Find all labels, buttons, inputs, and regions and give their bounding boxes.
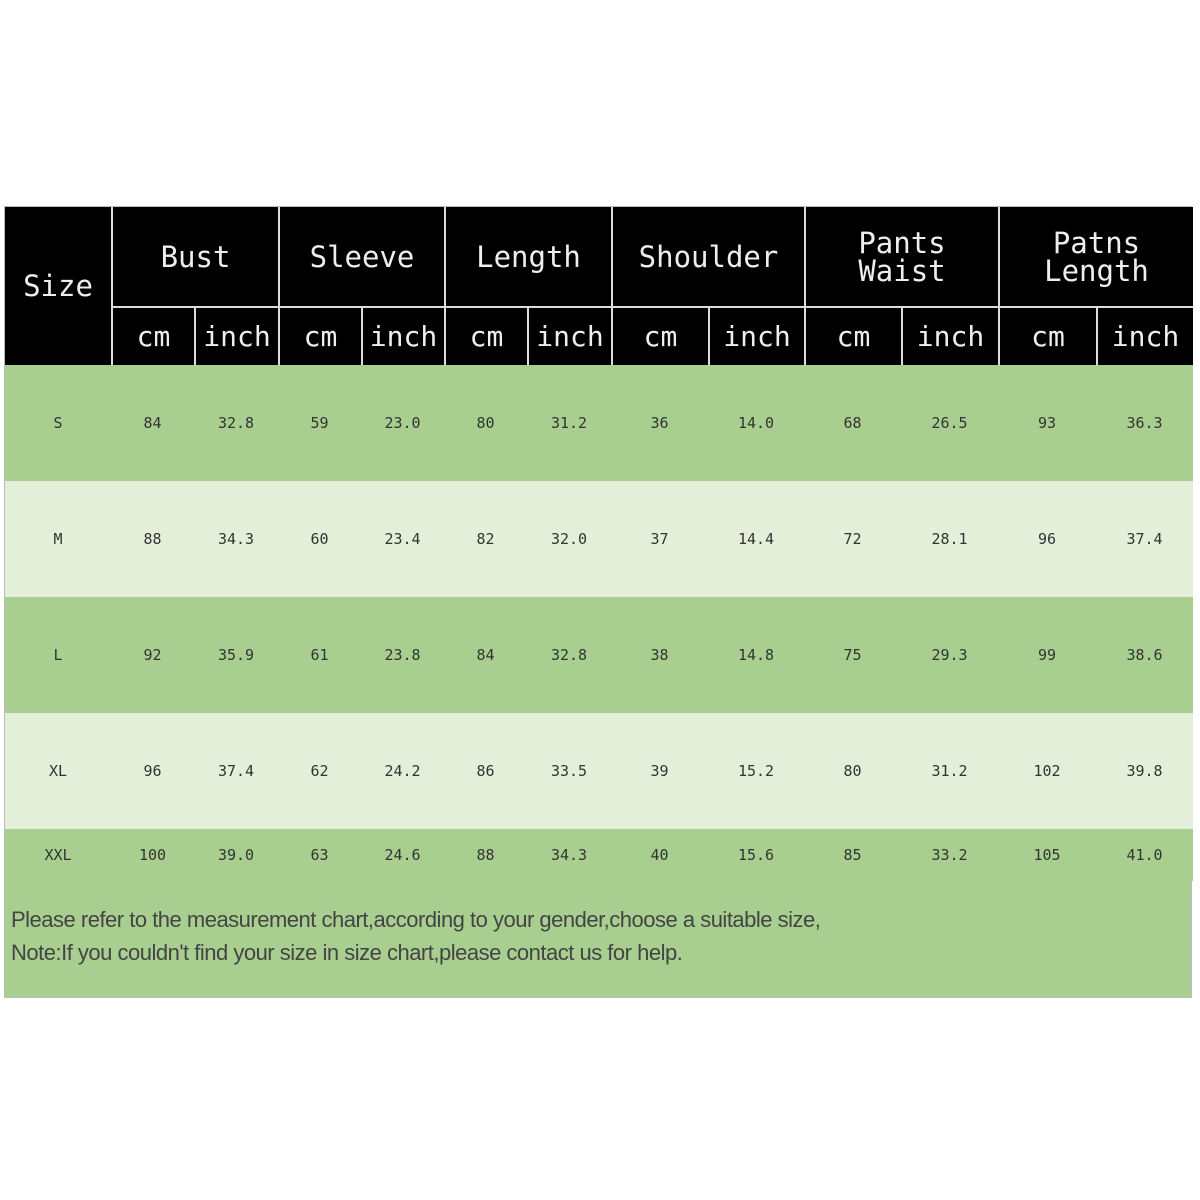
measurement-cell: 68 [804,365,901,481]
measurement-cell: 14.0 [708,365,804,481]
measurement-cell: 85 [804,829,901,881]
measurement-cell: 63 [278,829,361,881]
unit-header: cm [998,306,1096,365]
unit-header: cm [111,306,194,365]
measurement-cell: 105 [998,829,1096,881]
measurement-cell: 23.8 [361,597,444,713]
measurement-cell: 93 [998,365,1096,481]
measurement-cell: 14.8 [708,597,804,713]
measurement-cell: 14.4 [708,481,804,597]
measurement-cell: 38.6 [1096,597,1193,713]
measurement-cell: 24.2 [361,713,444,829]
measurement-cell: 72 [804,481,901,597]
measurement-cell: 39.0 [194,829,278,881]
size-chart-grid: Size Bust Sleeve Length Shoulder Pants W… [5,207,1193,881]
size-chart-table: Size Bust Sleeve Length Shoulder Pants W… [4,206,1193,998]
measurement-cell: 40 [611,829,708,881]
measurement-cell: 86 [444,713,527,829]
measurement-cell: 88 [111,481,194,597]
size-cell: M [5,481,111,597]
measurement-cell: 32.8 [527,597,611,713]
note-line: Note:If you couldn't find your size in s… [11,940,683,965]
unit-header: inch [194,306,278,365]
measurement-cell: 60 [278,481,361,597]
measurement-cell: 32.0 [527,481,611,597]
measurement-cell: 36.3 [1096,365,1193,481]
measurement-cell: 36 [611,365,708,481]
measurement-cell: 92 [111,597,194,713]
measurement-cell: 39 [611,713,708,829]
measurement-cell: 33.2 [901,829,998,881]
measurement-cell: 29.3 [901,597,998,713]
header-pants-waist: Pants Waist [804,207,998,306]
measurement-cell: 37.4 [1096,481,1193,597]
measurement-cell: 35.9 [194,597,278,713]
size-cell: L [5,597,111,713]
unit-header: inch [901,306,998,365]
measurement-cell: 28.1 [901,481,998,597]
unit-header: cm [804,306,901,365]
measurement-cell: 88 [444,829,527,881]
unit-header: inch [1096,306,1193,365]
measurement-cell: 61 [278,597,361,713]
measurement-cell: 99 [998,597,1096,713]
measurement-cell: 82 [444,481,527,597]
measurement-cell: 34.3 [194,481,278,597]
measurement-cell: 102 [998,713,1096,829]
measurement-cell: 84 [111,365,194,481]
measurement-cell: 15.2 [708,713,804,829]
measurement-cell: 39.8 [1096,713,1193,829]
measurement-cell: 31.2 [901,713,998,829]
measurement-cell: 80 [444,365,527,481]
measurement-cell: 84 [444,597,527,713]
header-length: Length [444,207,611,306]
measurement-cell: 62 [278,713,361,829]
unit-header: inch [527,306,611,365]
unit-header: inch [361,306,444,365]
measurement-cell: 24.6 [361,829,444,881]
size-cell: S [5,365,111,481]
measurement-cell: 31.2 [527,365,611,481]
size-cell: XXL [5,829,111,881]
measurement-cell: 34.3 [527,829,611,881]
header-pants-length: Patns Length [998,207,1193,306]
measurement-cell: 96 [998,481,1096,597]
measurement-cell: 100 [111,829,194,881]
unit-header: cm [278,306,361,365]
header-bust: Bust [111,207,278,306]
measurement-cell: 32.8 [194,365,278,481]
measurement-cell: 26.5 [901,365,998,481]
measurement-cell: 23.4 [361,481,444,597]
measurement-cell: 75 [804,597,901,713]
measurement-cell: 37.4 [194,713,278,829]
unit-header: inch [708,306,804,365]
header-shoulder: Shoulder [611,207,804,306]
note-line: Please refer to the measurement chart,ac… [11,907,821,932]
measurement-cell: 59 [278,365,361,481]
header-size: Size [5,207,111,365]
measurement-cell: 23.0 [361,365,444,481]
measurement-cell: 41.0 [1096,829,1193,881]
unit-header: cm [611,306,708,365]
size-cell: XL [5,713,111,829]
measurement-cell: 80 [804,713,901,829]
measurement-cell: 96 [111,713,194,829]
measurement-cell: 15.6 [708,829,804,881]
header-sleeve: Sleeve [278,207,444,306]
measurement-cell: 33.5 [527,713,611,829]
measurement-cell: 37 [611,481,708,597]
unit-header: cm [444,306,527,365]
notes: Please refer to the measurement chart,ac… [5,881,1191,997]
measurement-cell: 38 [611,597,708,713]
